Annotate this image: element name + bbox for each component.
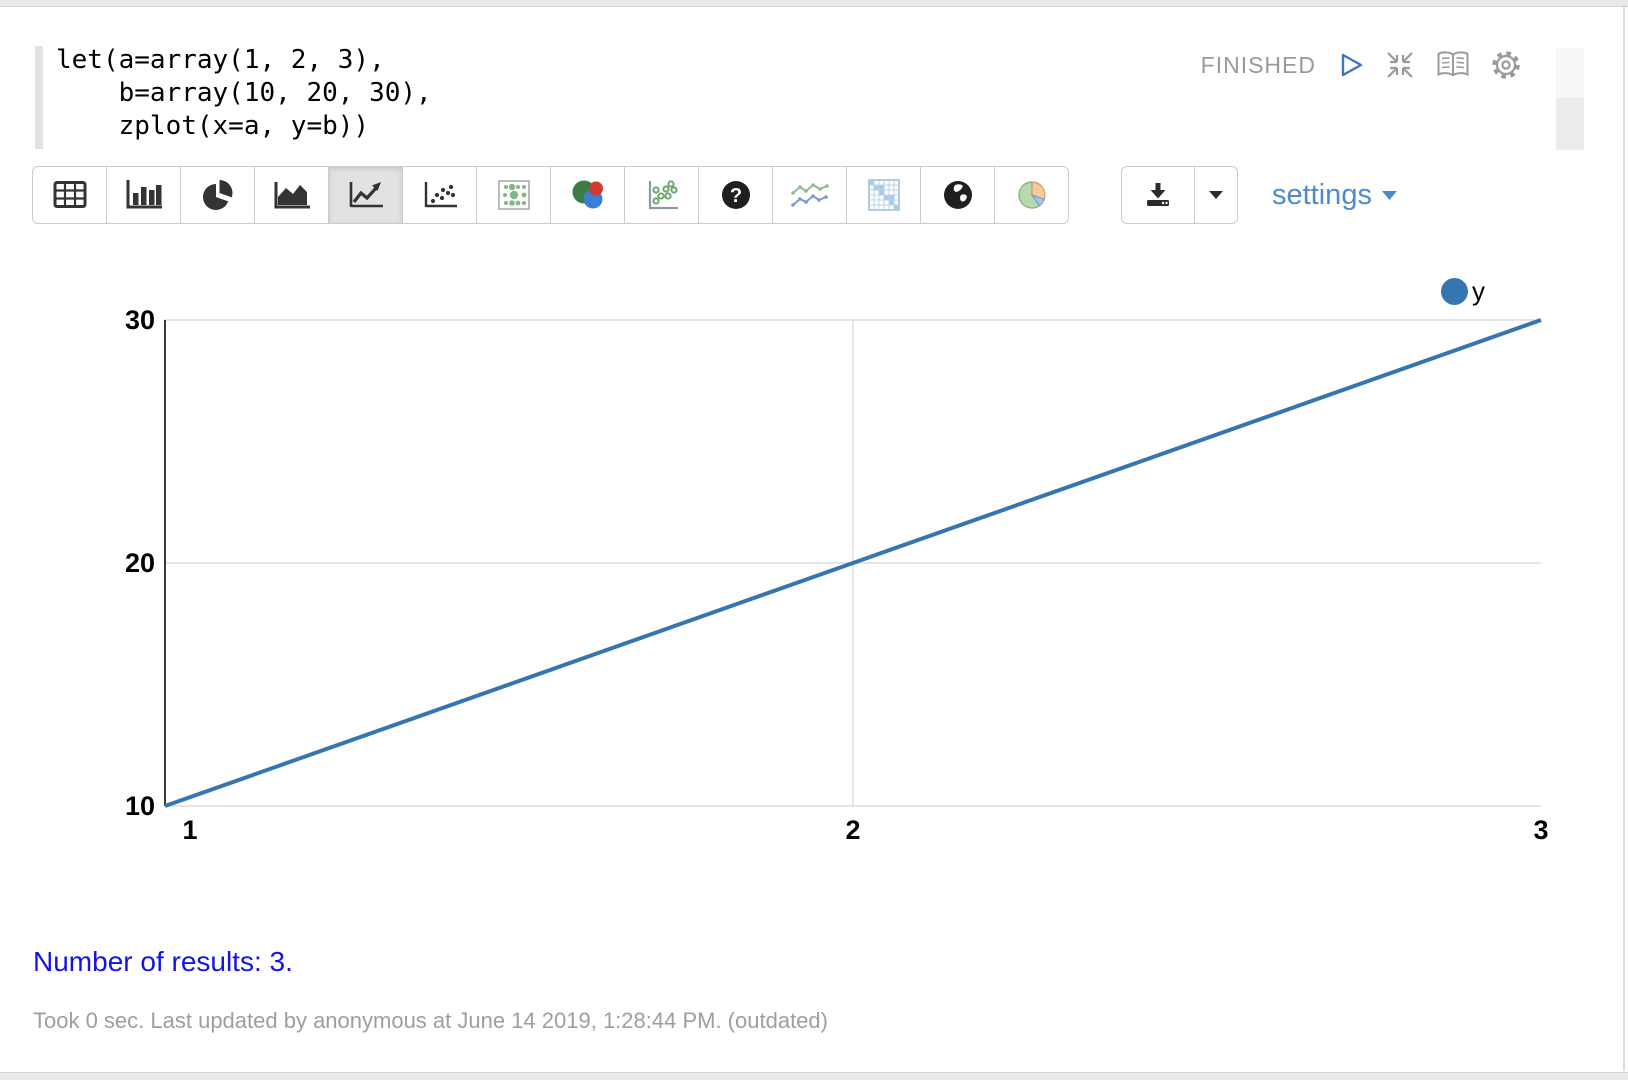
chart-type-help-button[interactable]: ? <box>698 166 773 224</box>
download-dropdown-button[interactable] <box>1194 166 1238 224</box>
globe-icon <box>943 181 972 209</box>
settings-label: settings <box>1272 178 1372 211</box>
paragraph-controls: FINISHED <box>1201 48 1522 82</box>
chart-type-scatter-button[interactable] <box>402 166 477 224</box>
chart-type-line-button[interactable] <box>328 166 403 224</box>
gear-icon <box>1492 51 1520 79</box>
y-axis-line <box>164 320 166 806</box>
settings-link[interactable]: settings <box>1272 166 1398 224</box>
chart-type-toolbar: ? <box>32 166 1069 224</box>
venn-icon <box>572 180 603 209</box>
page-top-edge <box>0 0 1628 7</box>
code-editor[interactable]: let(a=array(1, 2, 3), b=array(10, 20, 30… <box>56 45 432 141</box>
svg-text:?: ? <box>729 185 741 207</box>
chart-type-color-pie-button[interactable] <box>994 166 1069 224</box>
legend-label: y <box>1472 276 1485 306</box>
download-button[interactable] <box>1121 166 1195 224</box>
editor-gutter <box>35 46 43 149</box>
settings-caret-icon <box>1381 190 1397 200</box>
play-icon <box>1341 53 1363 77</box>
green-scatter-icon <box>648 180 678 210</box>
output-button[interactable] <box>1435 50 1471 80</box>
shrink-icon <box>1387 52 1413 78</box>
execution-info: Took 0 sec. Last updated by anonymous at… <box>33 1008 828 1033</box>
chart-type-green-scatter-button[interactable] <box>624 166 699 224</box>
card-right-border <box>1623 7 1625 1071</box>
download-icon <box>1147 183 1169 206</box>
legend-swatch <box>1441 278 1468 305</box>
caret-down-icon <box>1209 191 1223 199</box>
chart-type-matrix-button[interactable] <box>846 166 921 224</box>
matrix-icon <box>867 179 900 211</box>
chart-type-multi-line-button[interactable] <box>772 166 847 224</box>
v-gridline-2 <box>852 320 854 806</box>
line-chart: y 10 20 30 1 2 3 <box>0 250 1628 870</box>
x-tick-label: 3 <box>1533 815 1549 845</box>
area-chart-icon <box>274 182 310 209</box>
chart-type-bubble-grid-button[interactable] <box>476 166 551 224</box>
scatter-icon <box>424 182 457 208</box>
y-tick-label: 10 <box>124 791 155 821</box>
chart-type-pie-button[interactable] <box>180 166 255 224</box>
color-pie-icon <box>1017 181 1046 209</box>
line-chart-icon <box>349 182 383 208</box>
chart-type-map-button[interactable] <box>920 166 995 224</box>
chart-type-area-button[interactable] <box>254 166 329 224</box>
chart-type-bar-button[interactable] <box>106 166 181 224</box>
page-bottom-edge <box>0 1072 1628 1080</box>
run-button[interactable] <box>1335 50 1365 80</box>
series-svg <box>164 318 1542 808</box>
chart-type-table-button[interactable] <box>32 166 107 224</box>
book-icon <box>1437 51 1469 77</box>
bubble-grid-icon <box>497 180 530 210</box>
collapse-button[interactable] <box>1384 49 1416 81</box>
x-tick-label: 2 <box>845 815 861 845</box>
download-split-button <box>1121 166 1238 224</box>
question-icon: ? <box>721 181 750 209</box>
chart-legend[interactable]: y <box>1441 276 1485 307</box>
y-tick-label: 20 <box>124 548 155 578</box>
bar-chart-icon <box>126 180 162 209</box>
editor-scrollbar[interactable] <box>1556 48 1584 98</box>
paragraph-status: FINISHED <box>1200 51 1316 78</box>
table-icon <box>53 181 86 208</box>
y-tick-label: 30 <box>124 305 155 335</box>
multi-line-icon <box>790 183 829 207</box>
pie-chart-icon <box>202 180 232 210</box>
chart-type-venn-button[interactable] <box>550 166 625 224</box>
x-tick-label: 1 <box>182 815 198 845</box>
editor-scrollbar-thumb[interactable] <box>1556 98 1584 150</box>
paragraph-settings-button[interactable] <box>1490 49 1522 81</box>
results-summary: Number of results: 3. <box>33 946 293 977</box>
